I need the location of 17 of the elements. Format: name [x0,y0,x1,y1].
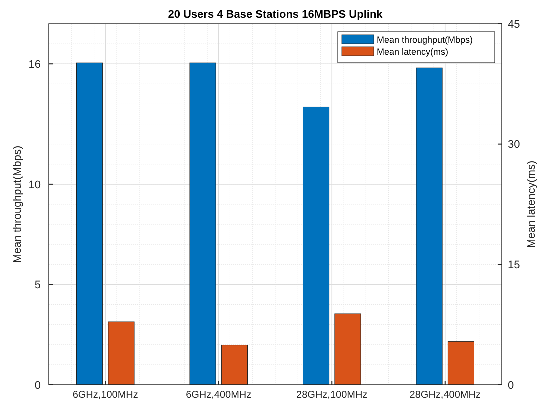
x-tick-label: 28GHz,400MHz [410,390,481,401]
legend-label: Mean latency(ms) [377,47,449,58]
x-tick-label: 6GHz,400MHz [186,390,252,401]
y-tick-label: 16 [28,58,41,71]
y2-axis-title: Mean latency(ms) [526,160,538,248]
y-tick-label: 5 [34,280,41,292]
x-tick-label: 6GHz,100MHz [72,390,138,401]
y2-tick-label: 45 [508,18,520,31]
y2-tick-label: 0 [508,380,514,392]
y-tick-label: 10 [28,179,41,192]
legend-label: Mean throughput(Mbps) [377,35,474,46]
x-tick-label: 28GHz,100MHz [296,390,368,401]
y2-tick-label: 15 [508,260,520,272]
y-tick-label: 0 [34,380,41,392]
y2-tick-label: 30 [508,139,520,152]
y-axis-title: Mean throughput(Mbps) [12,146,24,264]
chart-title: 20 Users 4 Base Stations 16MBPS Uplink [168,9,384,21]
